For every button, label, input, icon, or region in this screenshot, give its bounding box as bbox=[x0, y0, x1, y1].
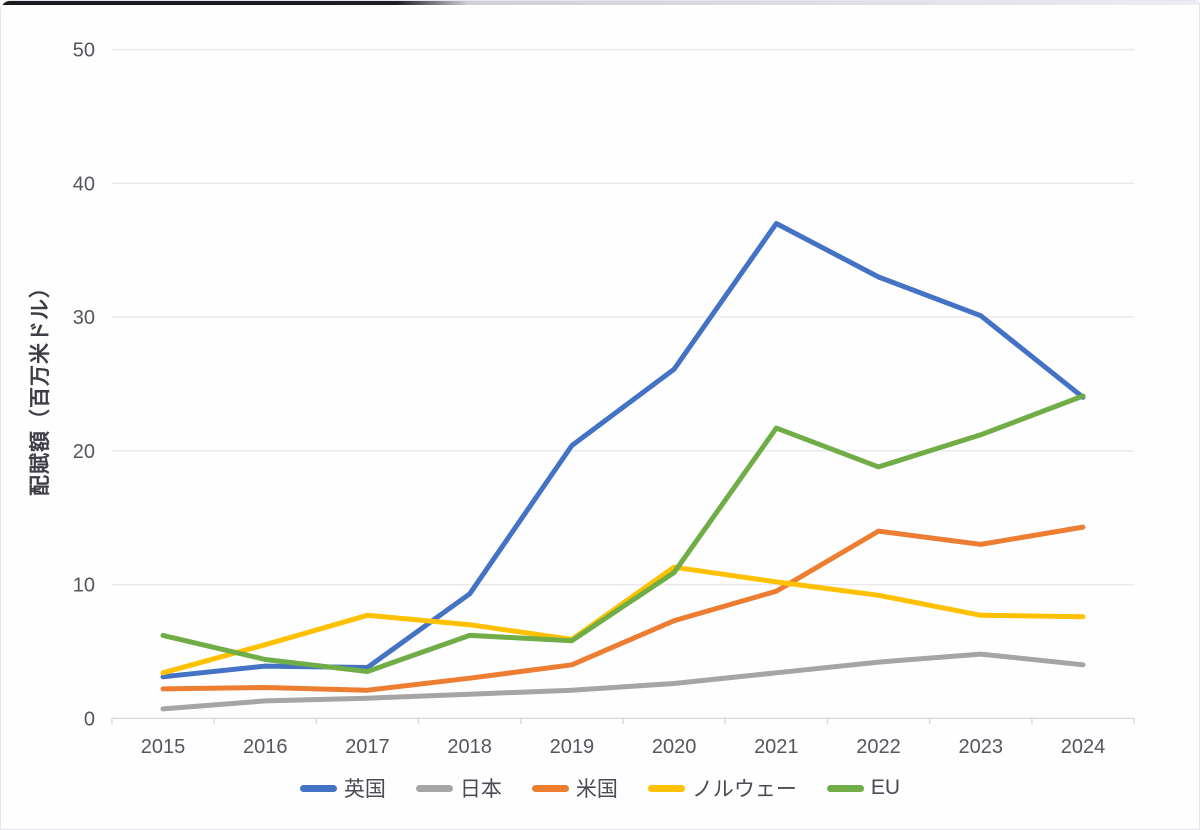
series-line-EU bbox=[160, 393, 1086, 674]
y-tick-label-50: 50 bbox=[73, 40, 95, 62]
legend-swatch-米国 bbox=[531, 784, 569, 792]
x-tick-label-2016: 2016 bbox=[243, 736, 288, 758]
window-top-edge bbox=[1, 1, 1199, 5]
series-line-日本 bbox=[160, 651, 1086, 712]
x-tick-label-2020: 2020 bbox=[652, 736, 697, 758]
y-axis-title: 配賦額（百万米ドル） bbox=[28, 276, 52, 496]
x-tick-label-2017: 2017 bbox=[345, 736, 390, 758]
series-lines bbox=[160, 221, 1086, 712]
x-tick-label-2018: 2018 bbox=[447, 736, 492, 758]
legend-item-米国: 米国 bbox=[531, 773, 618, 803]
x-tick-label-2022: 2022 bbox=[856, 736, 901, 758]
legend-swatch-日本 bbox=[415, 784, 453, 792]
legend-swatch-EU bbox=[826, 784, 864, 792]
legend-swatch-英国 bbox=[299, 784, 337, 792]
y-tick-label-40: 40 bbox=[73, 173, 95, 195]
series-line-米国 bbox=[160, 524, 1086, 693]
x-axis-tick-labels: 2015 2016 2017 2018 2019 2020 2021 2022 2023 2024 bbox=[141, 736, 1105, 758]
x-tick-label-2023: 2023 bbox=[959, 736, 1004, 758]
x-tick-label-2015: 2015 bbox=[141, 736, 186, 758]
y-tick-label-10: 10 bbox=[73, 575, 95, 597]
legend-label-英国: 英国 bbox=[343, 778, 386, 801]
legend-item-EU: EU bbox=[826, 776, 901, 800]
y-axis-tick-labels: 0 10 20 30 40 50 bbox=[73, 40, 95, 731]
series-line-ノルウェー bbox=[160, 564, 1086, 676]
x-tick-label-2024: 2024 bbox=[1061, 736, 1106, 758]
legend-item-英国: 英国 bbox=[299, 773, 386, 803]
gridlines bbox=[111, 48, 1135, 719]
y-tick-label-20: 20 bbox=[73, 441, 95, 463]
legend-label-EU: EU bbox=[870, 776, 901, 799]
y-tick-label-0: 0 bbox=[84, 708, 95, 730]
y-tick-label-30: 30 bbox=[73, 307, 95, 329]
legend-item-日本: 日本 bbox=[415, 773, 502, 803]
legend-label-ノルウェー: ノルウェー bbox=[691, 778, 797, 801]
legend-item-ノルウェー: ノルウェー bbox=[647, 773, 797, 803]
legend-swatch-ノルウェー bbox=[647, 784, 685, 792]
x-tick-label-2019: 2019 bbox=[550, 736, 595, 758]
x-tick-label-2021: 2021 bbox=[754, 736, 799, 758]
x-axis-ticks bbox=[111, 718, 1135, 725]
legend-label-米国: 米国 bbox=[575, 778, 618, 801]
chart-legend: 英国 日本 米国 ノルウェー EU bbox=[1, 773, 1199, 803]
legend-label-日本: 日本 bbox=[459, 778, 502, 801]
